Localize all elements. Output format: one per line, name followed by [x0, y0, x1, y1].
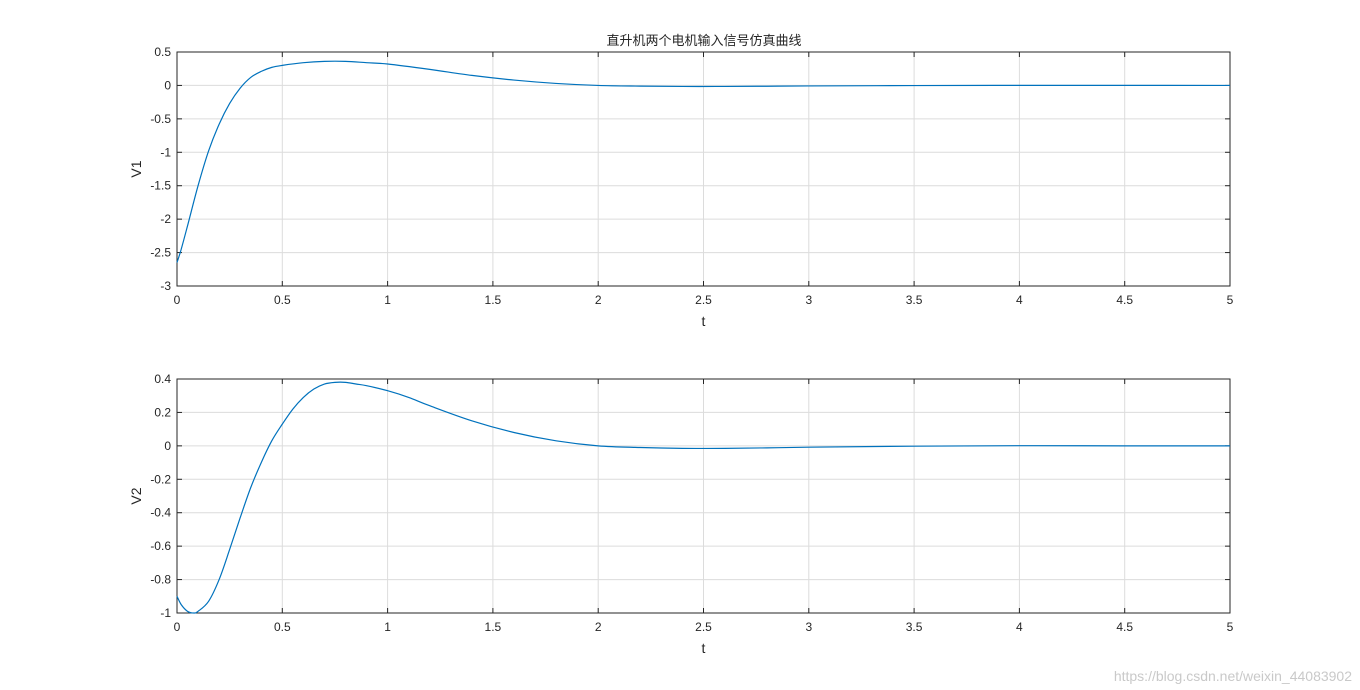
plot-border: [176, 378, 1231, 614]
y-tick-label: 0.2: [154, 405, 171, 419]
y-tick-label: 0.4: [154, 372, 171, 386]
x-tick-label: 0: [174, 293, 181, 307]
x-axis-label: t: [702, 313, 706, 329]
x-tick-label: 2: [595, 620, 602, 634]
x-tick-label: 1: [384, 620, 391, 634]
x-tick-label: 3.5: [906, 293, 923, 307]
y-tick-label: -2: [160, 212, 171, 226]
x-tick-label: 5: [1227, 620, 1234, 634]
y-tick-label: -0.6: [150, 539, 171, 553]
y-tick-label: -3: [160, 279, 171, 293]
series-line-v1: [176, 60, 1231, 263]
x-tick-label: 2.5: [695, 620, 712, 634]
x-tick-label: 4: [1016, 293, 1023, 307]
x-tick-label: 2.5: [695, 293, 712, 307]
figure-title: 直升机两个电机输入信号仿真曲线: [606, 33, 801, 49]
x-tick-label: 3: [805, 293, 812, 307]
y-tick-label: 0: [164, 78, 171, 92]
y-tick-label: -1.5: [150, 179, 171, 193]
plot-v2: 0 0.5 1 1.5 2 2.5 3 3.5 4 4.5 5 0.4 0.2 0 -0.2 -0.4 -0.6…: [128, 372, 1234, 656]
y-tick-label: 0.5: [154, 45, 171, 59]
x-tick-label: 3: [805, 620, 812, 634]
x-tick-label: 3.5: [906, 620, 923, 634]
x-axis-label: t: [702, 640, 706, 656]
y-tick-label: -2.5: [150, 246, 171, 260]
x-tick-label: 4.5: [1116, 293, 1133, 307]
x-tick-label: 1.5: [485, 620, 502, 634]
plot-border: [176, 51, 1231, 287]
x-tick-label: 1.5: [485, 293, 502, 307]
y-tick-label: -0.8: [150, 573, 171, 587]
x-tick-label: 4: [1016, 620, 1023, 634]
y-tick-label: -0.5: [150, 112, 171, 126]
y-tick-label: -1: [160, 145, 171, 159]
x-tick-label: 5: [1227, 293, 1234, 307]
x-tick-label: 1: [384, 293, 391, 307]
y-tick-label: -0.4: [150, 506, 171, 520]
y-tick-label: -0.2: [150, 472, 171, 486]
x-tick-label: 0.5: [274, 620, 291, 634]
y-axis-label: V2: [128, 487, 144, 504]
x-tick-label: 0: [174, 620, 181, 634]
watermark-text: https://blog.csdn.net/weixin_44083902: [1113, 668, 1352, 684]
x-tick-label: 2: [595, 293, 602, 307]
y-tick-label: -1: [160, 606, 171, 620]
y-axis-label: V1: [128, 160, 144, 177]
y-tick-label: 0: [164, 439, 171, 453]
x-tick-label: 0.5: [274, 293, 291, 307]
plot-v1: 0 0.5 1 1.5 2 2.5 3 3.5 4 4.5 5 0.5 0 -0.5 -1 -1.5 -2 -2.…: [128, 45, 1234, 329]
x-tick-label: 4.5: [1116, 620, 1133, 634]
series-line-v2: [176, 381, 1231, 614]
